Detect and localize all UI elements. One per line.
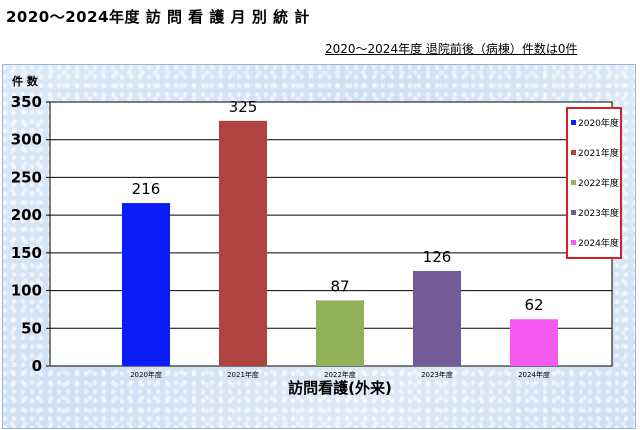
x-tick-label: 2024年度 (518, 370, 550, 379)
bar (219, 120, 267, 366)
y-tick-label: 300 (11, 131, 42, 149)
y-axis-ticks: 0 50 100 150 200 250 300 350 (11, 93, 50, 375)
legend-swatch (571, 150, 576, 155)
bar (510, 319, 558, 366)
bar (316, 300, 364, 366)
page-subtitle: 2020～2024年度 退院前後（病棟）件数は0件 (325, 42, 578, 56)
x-axis-title: 訪問看護(外来) (288, 379, 392, 397)
page-title: 2020～2024年度 訪 問 看 護 月 別 統 計 (6, 8, 310, 26)
legend: 2020年度 2021年度 2022年度 2023年度 2024年度 (566, 107, 622, 259)
x-tick-label: 2021年度 (227, 370, 259, 379)
y-tick-label: 200 (11, 206, 42, 224)
y-tick-label: 350 (11, 93, 42, 111)
bar-value-label: 62 (524, 296, 543, 314)
y-axis-title: 件 数 (12, 74, 39, 88)
value-labels: 216 325 87 126 62 (132, 98, 544, 314)
x-axis-ticks: 2020年度 2021年度 2022年度 2023年度 2024年度 (130, 370, 550, 379)
bar-value-label: 216 (132, 180, 161, 198)
y-tick-label: 0 (32, 357, 42, 375)
x-tick-label: 2022年度 (324, 370, 356, 379)
legend-swatch (571, 180, 576, 185)
bar-value-label: 325 (229, 98, 258, 116)
bar-value-label: 126 (423, 248, 452, 266)
bar-value-label: 87 (330, 277, 349, 295)
x-tick-label: 2020年度 (130, 370, 162, 379)
legend-label: 2024年度 (578, 237, 619, 249)
bars (122, 120, 558, 366)
legend-label: 2022年度 (578, 177, 619, 189)
y-tick-label: 250 (11, 168, 42, 186)
legend-label: 2023年度 (578, 207, 619, 219)
legend-swatch (571, 120, 576, 125)
bar (413, 270, 461, 366)
legend-label: 2020年度 (578, 117, 619, 129)
y-tick-label: 50 (21, 319, 42, 337)
bar (122, 203, 170, 366)
y-tick-label: 100 (11, 282, 42, 300)
y-tick-label: 150 (11, 244, 42, 262)
legend-swatch (571, 210, 576, 215)
legend-swatch (571, 240, 576, 245)
legend-label: 2021年度 (578, 147, 619, 159)
x-tick-label: 2023年度 (421, 370, 453, 379)
